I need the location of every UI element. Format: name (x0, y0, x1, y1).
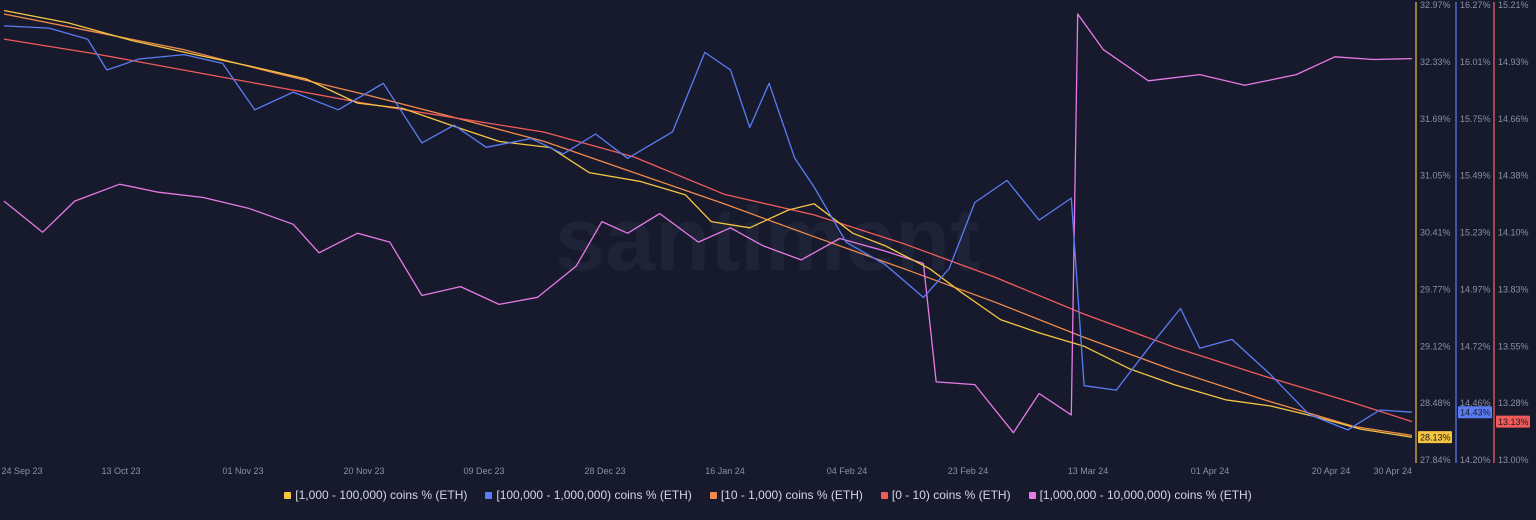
watermark: santiment (555, 190, 980, 290)
y-tick-label: 30.41% (1420, 228, 1451, 238)
x-tick-label: 20 Apr 24 (1312, 466, 1351, 476)
y-tick-label: 13.28% (1498, 398, 1529, 408)
x-tick-label: 13 Mar 24 (1068, 466, 1109, 476)
legend-swatch (709, 491, 717, 499)
legend: [1,000 - 100,000) coins % (ETH) [100,000 … (0, 488, 1536, 502)
y-tick-label: 29.77% (1420, 284, 1451, 294)
legend-item[interactable]: [100,000 - 1,000,000) coins % (ETH) (485, 488, 692, 502)
legend-label: [0 - 10) coins % (ETH) (891, 488, 1011, 502)
y-tick-label: 31.69% (1420, 114, 1451, 124)
y-tick-label: 32.97% (1420, 0, 1451, 10)
legend-label: [1,000,000 - 10,000,000) coins % (ETH) (1039, 488, 1252, 502)
last-value-label: 13.13% (1498, 417, 1529, 427)
y-tick-label: 15.21% (1498, 0, 1529, 10)
x-tick-label: 09 Dec 23 (463, 466, 504, 476)
x-axis: 24 Sep 23 13 Oct 23 01 Nov 23 20 Nov 23 09 D… (1, 466, 1412, 476)
legend-swatch (1028, 491, 1036, 499)
last-value-label: 28.13% (1420, 433, 1451, 443)
x-tick-label: 04 Feb 24 (827, 466, 868, 476)
legend-swatch (284, 491, 292, 499)
y-tick-label: 32.33% (1420, 57, 1451, 67)
chart-canvas: santiment 24 Sep 23 13 Oct 23 01 Nov 23 20 … (1, 0, 1530, 476)
y-tick-label: 14.97% (1460, 284, 1491, 294)
y-tick-label: 16.27% (1460, 0, 1491, 10)
last-value-badge (1496, 415, 1530, 428)
series-line-4 (3, 13, 1413, 434)
y-axes: 32.97% 32.33% 31.69% 31.05% 30.41% 29.77% 29.1… (1415, 0, 1529, 465)
legend-item[interactable]: [1,000,000 - 10,000,000) coins % (ETH) (1028, 488, 1252, 502)
y-tick-label: 14.46% (1460, 398, 1491, 408)
x-tick-label: 01 Nov 23 (222, 466, 263, 476)
y-tick-label: 31.05% (1420, 171, 1451, 181)
y-tick-label: 14.10% (1498, 228, 1529, 238)
last-value-badge (1418, 431, 1452, 444)
legend-label: [100,000 - 1,000,000) coins % (ETH) (496, 488, 692, 502)
x-tick-label: 24 Sep 23 (1, 466, 42, 476)
y-tick-label: 14.66% (1498, 114, 1529, 124)
y-tick-label: 13.55% (1498, 341, 1529, 351)
last-value-label: 14.43% (1460, 408, 1491, 418)
y-tick-label: 14.20% (1460, 455, 1491, 465)
x-tick-label: 01 Apr 24 (1191, 466, 1230, 476)
y-tick-label: 28.48% (1420, 398, 1451, 408)
x-tick-label: 28 Dec 23 (584, 466, 625, 476)
legend-swatch (485, 491, 493, 499)
last-value-badge (1458, 406, 1492, 419)
legend-swatch (880, 491, 888, 499)
y-tick-label: 27.84% (1420, 455, 1451, 465)
last-value-badges: 28.13% 14.43% 13.13% (1418, 406, 1530, 444)
x-tick-label: 20 Nov 23 (343, 466, 384, 476)
legend-item[interactable]: [0 - 10) coins % (ETH) (880, 488, 1011, 502)
y-tick-label: 16.01% (1460, 57, 1491, 67)
series-line-0 (3, 9, 1413, 438)
legend-label: [1,000 - 100,000) coins % (ETH) (295, 488, 468, 502)
x-tick-label: 23 Feb 24 (948, 466, 989, 476)
y-tick-label: 13.83% (1498, 284, 1529, 294)
y-tick-label: 15.49% (1460, 171, 1491, 181)
y-tick-label: 14.72% (1460, 341, 1491, 351)
x-tick-label: 13 Oct 23 (101, 466, 140, 476)
y-tick-label: 15.23% (1460, 228, 1491, 238)
y-tick-label: 15.75% (1460, 114, 1491, 124)
legend-item[interactable]: [1,000 - 100,000) coins % (ETH) (284, 488, 467, 502)
series-layer (3, 9, 1413, 438)
legend-label: [10 - 1,000) coins % (ETH) (720, 488, 863, 502)
y-tick-label: 13.00% (1498, 455, 1529, 465)
legend-item[interactable]: [10 - 1,000) coins % (ETH) (709, 488, 863, 502)
x-tick-label: 30 Apr 24 (1373, 466, 1412, 476)
y-tick-label: 14.38% (1498, 171, 1529, 181)
y-tick-label: 14.93% (1498, 57, 1529, 67)
y-tick-label: 29.12% (1420, 341, 1451, 351)
series-line-1 (3, 25, 1413, 431)
x-tick-label: 16 Jan 24 (705, 466, 745, 476)
series-line-3 (3, 38, 1413, 423)
